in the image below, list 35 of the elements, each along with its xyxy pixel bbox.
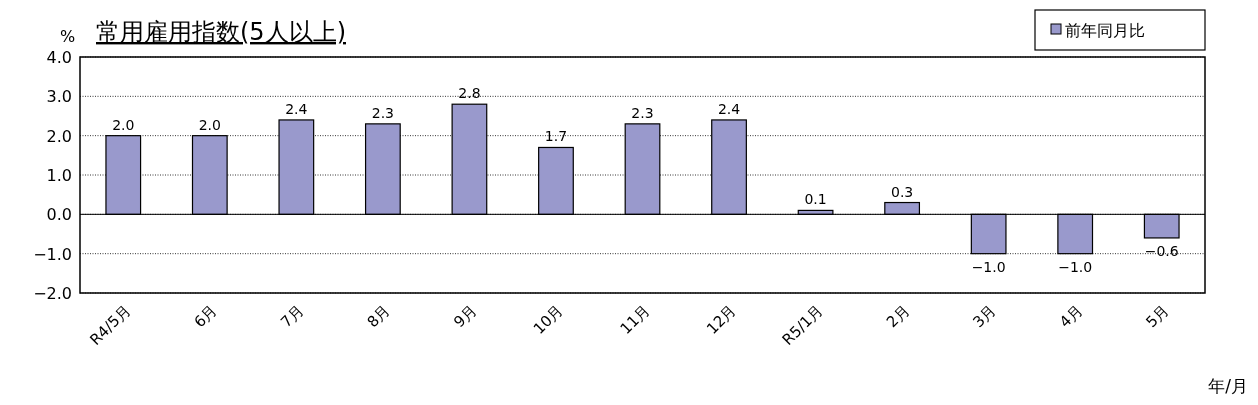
- data-label: 2.0: [198, 116, 221, 133]
- y-axis-title: %: [60, 27, 76, 46]
- data-label: 0.3: [890, 183, 914, 200]
- data-label: 2.4: [285, 100, 308, 117]
- x-tick-label: 6月: [190, 301, 221, 332]
- y-tick-label: 2.0: [46, 126, 72, 146]
- x-tick-label: 9月: [450, 301, 481, 332]
- data-label: 2.4: [717, 100, 741, 117]
- data-label: 0.1: [804, 191, 827, 208]
- y-tick-label: 1.0: [46, 166, 72, 185]
- legend-label: 前年同月比: [1065, 21, 1145, 40]
- data-label: 1.7: [544, 128, 568, 145]
- x-tick-label: 7月: [277, 301, 308, 332]
- data-label: 2.8: [458, 85, 481, 102]
- data-label: 2.3: [631, 104, 654, 121]
- data-label: 2.3: [371, 104, 395, 121]
- x-tick-label: 8月: [363, 301, 394, 332]
- data-label: −0.6: [1144, 242, 1179, 259]
- y-tick-label: 4.0: [46, 48, 72, 67]
- y-tick-label: 0.0: [46, 205, 72, 225]
- x-tick-label: 5月: [1142, 301, 1173, 332]
- x-tick-label: 12月: [703, 301, 740, 338]
- y-tick-label: −1.0: [33, 244, 72, 264]
- y-tick-label: 3.0: [46, 87, 72, 107]
- data-label: −1.0: [971, 258, 1006, 275]
- x-tick-label: 2月: [882, 301, 913, 332]
- x-tick-label: 11月: [616, 301, 654, 338]
- y-tick-label: −2.0: [33, 284, 72, 303]
- x-tick-label: 3月: [969, 301, 1000, 332]
- x-tick-label: 4月: [1055, 301, 1087, 332]
- x-tick-label: 10月: [529, 301, 567, 338]
- data-label: 2.0: [112, 116, 135, 133]
- chart-title: 常用雇用指数(5人以上): [96, 18, 346, 46]
- data-label: −1.0: [1058, 258, 1093, 275]
- x-axis-title: 年/月: [1208, 376, 1248, 396]
